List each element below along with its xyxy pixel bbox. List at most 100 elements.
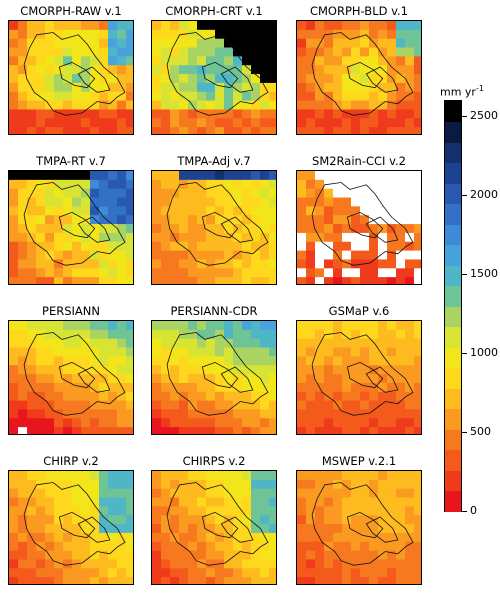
basin-outline — [311, 482, 414, 566]
grid-cell — [206, 488, 216, 498]
grid-cell — [342, 329, 352, 340]
grid-cell — [378, 365, 388, 375]
grid-cell — [9, 100, 19, 110]
grid-cell — [369, 56, 379, 66]
grid-cell — [161, 21, 171, 31]
grid-cell — [54, 506, 64, 516]
grid-cell — [260, 74, 270, 84]
grid-cell — [378, 268, 388, 278]
grid-cell — [396, 400, 406, 410]
grid-cell — [297, 577, 307, 584]
grid-cell — [260, 215, 270, 225]
grid-cell — [215, 515, 225, 525]
grid-cell — [63, 329, 73, 340]
grid-cell — [45, 391, 55, 402]
grid-cell — [297, 232, 307, 243]
grid-cell — [9, 188, 19, 198]
grid-cell — [396, 532, 406, 543]
grid-cell — [36, 171, 46, 181]
grid-cell — [54, 259, 64, 269]
grid-cell — [9, 550, 19, 560]
grid-cell — [378, 391, 388, 402]
grid-cell — [117, 179, 127, 190]
precipitation-map — [151, 320, 277, 435]
grid-cell — [45, 29, 55, 40]
grid-cell — [54, 91, 64, 102]
grid-cell — [90, 506, 100, 516]
grid-cell — [9, 356, 19, 366]
grid-cell — [306, 215, 316, 225]
grid-cell — [396, 197, 406, 207]
grid-cell — [215, 268, 225, 278]
grid-cell — [224, 321, 234, 331]
grid-cell — [260, 259, 270, 269]
grid-cell — [206, 382, 216, 393]
grid-cell — [360, 250, 370, 260]
grid-cell — [126, 100, 133, 110]
grid-cell — [81, 127, 91, 134]
grid-cell — [351, 277, 361, 284]
grid-cell — [117, 347, 127, 357]
grid-cell — [81, 418, 91, 428]
grid-cell — [233, 21, 243, 31]
grid-cell — [27, 29, 37, 40]
grid-cell — [90, 65, 100, 75]
grid-cell — [224, 559, 234, 569]
grid-cell — [179, 524, 189, 534]
grid-cell — [342, 38, 352, 48]
grid-cell — [297, 171, 307, 181]
grid-cell — [396, 127, 406, 134]
grid-cell — [306, 29, 316, 40]
grid-cell — [405, 197, 415, 207]
grid-cell — [306, 356, 316, 366]
grid-cell — [161, 427, 171, 434]
grid-cell — [242, 329, 252, 340]
grid-cell — [360, 277, 370, 284]
grid-cell — [126, 91, 133, 102]
grid-cell — [206, 56, 216, 66]
grid-cell — [405, 365, 415, 375]
grid-cell — [170, 418, 180, 428]
grid-cell — [108, 365, 118, 375]
grid-cell — [414, 374, 421, 384]
grid-cell — [215, 365, 225, 375]
grid-cell — [197, 241, 207, 252]
grid-cell — [206, 329, 216, 340]
grid-cell — [233, 56, 243, 66]
grid-cell — [170, 427, 180, 434]
grid-cell — [387, 515, 397, 525]
grid-cell — [351, 109, 361, 119]
grid-cell — [36, 347, 46, 357]
grid-cell — [260, 365, 270, 375]
grid-cell — [269, 524, 276, 534]
panel-title: GSMaP v.6 — [328, 304, 390, 318]
grid-cell — [126, 206, 133, 216]
grid-cell — [360, 427, 370, 434]
grid-cell — [333, 206, 343, 216]
grid-cell — [99, 471, 109, 481]
grid-cell — [233, 232, 243, 243]
grid-cell — [360, 568, 370, 578]
grid-cell — [54, 241, 64, 252]
grid-cell — [99, 224, 109, 234]
grid-cell — [369, 224, 379, 234]
grid-cell — [99, 215, 109, 225]
grid-cell — [108, 206, 118, 216]
grid-cell — [36, 118, 46, 128]
grid-cell — [18, 532, 28, 543]
grid-cell — [72, 568, 82, 578]
grid-cell — [197, 232, 207, 243]
grid-cell — [387, 127, 397, 134]
sub-basin-outline — [77, 66, 111, 93]
grid-cell — [54, 515, 64, 525]
grid-cell — [27, 329, 37, 340]
grid-cell — [9, 21, 19, 31]
grid-cell — [170, 365, 180, 375]
grid-cell — [188, 347, 198, 357]
grid-cell — [197, 215, 207, 225]
grid-cell — [405, 74, 415, 84]
grid-cell — [99, 541, 109, 552]
grid-cell — [215, 374, 225, 384]
grid-cell — [126, 38, 133, 48]
grid-cell — [206, 47, 216, 57]
